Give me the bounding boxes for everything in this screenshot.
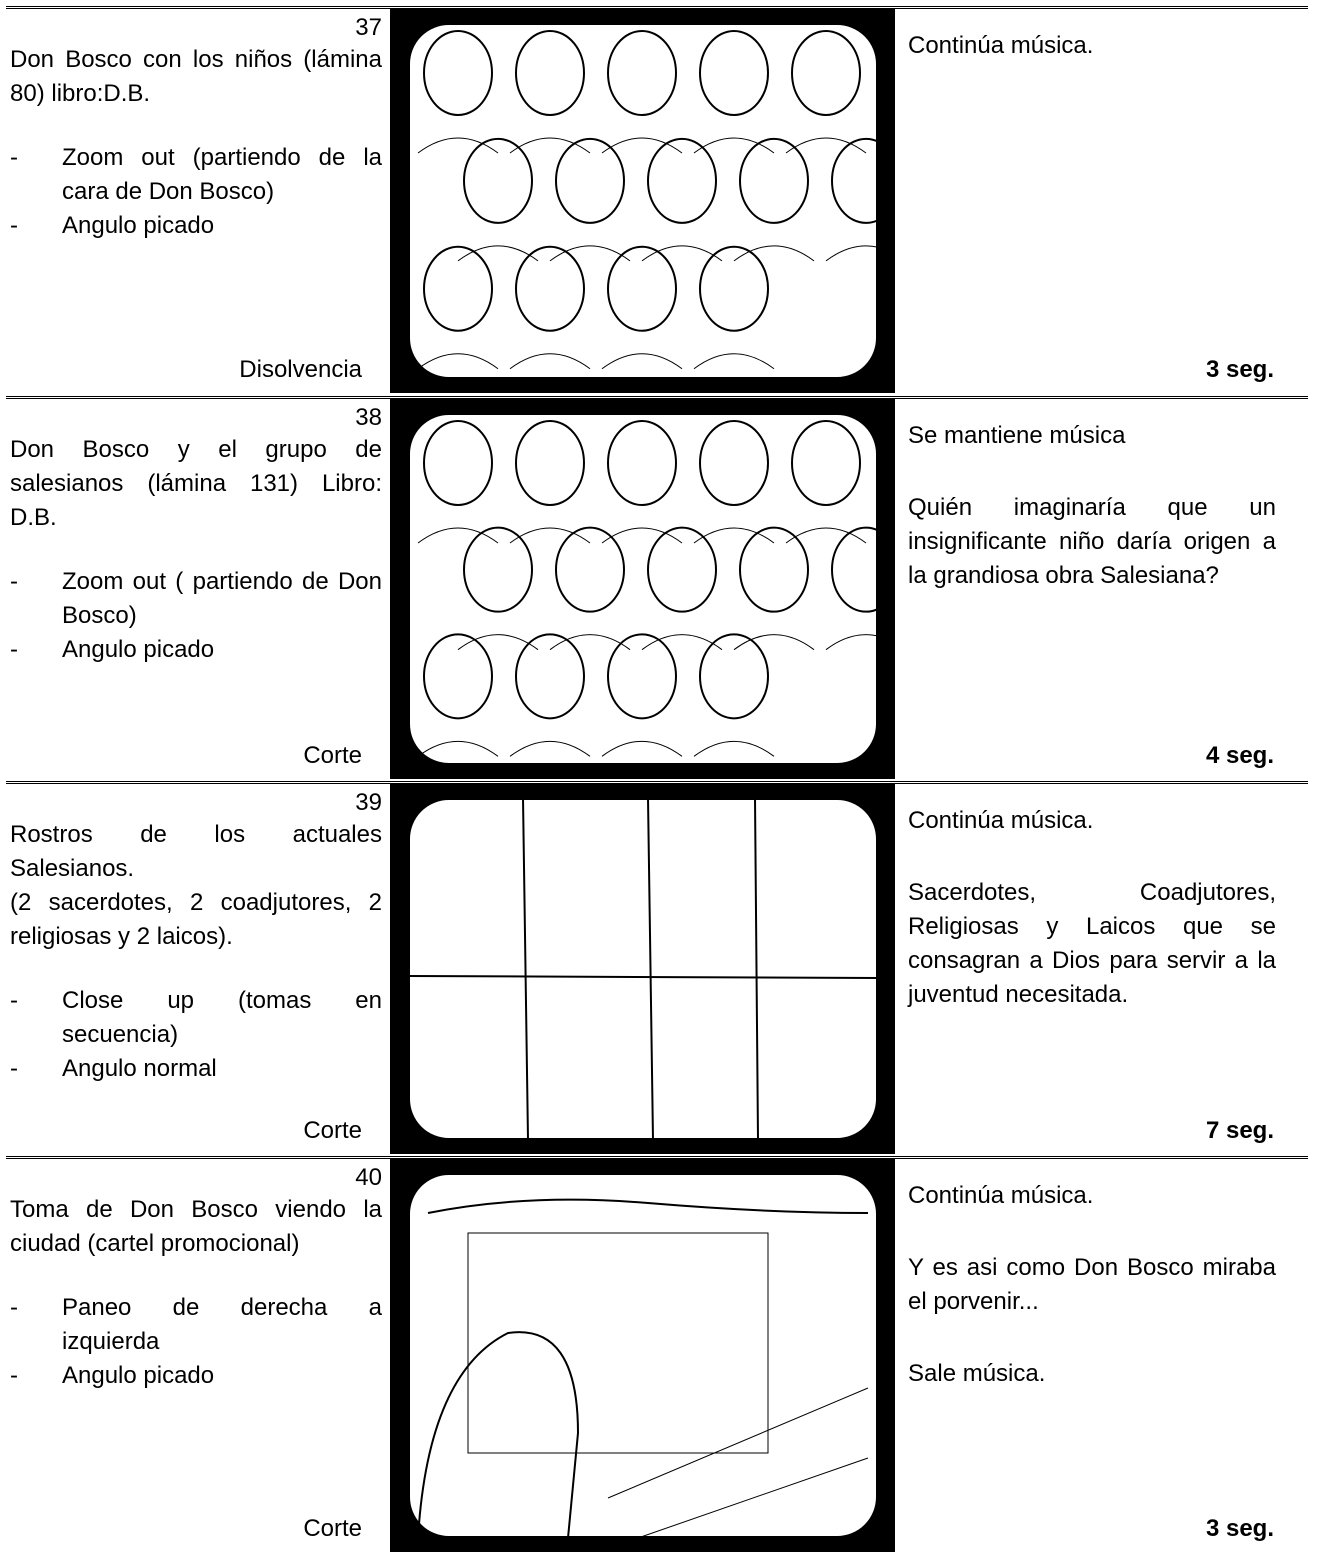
audio-text: Y es asi como Don Bosco miraba el porven… [908, 1254, 1276, 1315]
direction: Zoom out (partiendo de la cara de Don Bo… [10, 141, 382, 209]
audio-text: Se mantiene música [908, 422, 1126, 449]
storyboard-row: 38 Don Bosco y el grupo de salesianos (lá… [6, 396, 1308, 779]
shot-description: 37 Don Bosco con los niños (lámina 80) li… [10, 13, 382, 393]
storyboard-row: 39 Rostros de los actuales Salesianos. (2 … [6, 781, 1308, 1154]
shot-description: 38 Don Bosco y el grupo de salesianos (lá… [10, 403, 382, 779]
description: (2 sacerdotes, 2 coadjutores, 2 religios… [10, 889, 382, 950]
frame-strip [390, 9, 895, 393]
storyboard-row: 40 Toma de Don Bosco viendo la ciudad (ca… [6, 1156, 1308, 1552]
audio-text: Quién imaginaría que un insignificante n… [908, 494, 1276, 589]
audio: Continúa música. 3 seg. [898, 29, 1286, 393]
shot-number: 39 [355, 789, 382, 816]
description: Don Bosco y el grupo de salesianos (lámi… [10, 436, 382, 531]
direction: Angulo picado [10, 1359, 382, 1393]
audio-text: Sacerdotes, Coadjutores, Religiosas y La… [908, 879, 1276, 1008]
transition: Corte [303, 1117, 362, 1144]
direction: Angulo normal [10, 1052, 382, 1086]
shot-number: 40 [355, 1164, 382, 1191]
sketch [408, 413, 878, 765]
audio-text: Continúa música. [908, 1182, 1094, 1209]
camera-directions: Zoom out ( partiendo de Don Bosco)Angulo… [10, 565, 382, 667]
duration: 4 seg. [1205, 742, 1274, 769]
direction: Angulo picado [10, 633, 382, 667]
camera-directions: Zoom out (partiendo de la cara de Don Bo… [10, 141, 382, 243]
frame-strip [390, 1159, 895, 1552]
audio-text: Sale música. [908, 1360, 1046, 1387]
audio: Continúa música. Y es asi como Don Bosco … [898, 1179, 1286, 1552]
frame-strip [390, 784, 895, 1154]
sketch [408, 1173, 878, 1538]
shot-number: 37 [355, 14, 382, 41]
storyboard-row: 37 Don Bosco con los niños (lámina 80) li… [6, 6, 1308, 393]
transition: Corte [303, 1515, 362, 1542]
description: Rostros de los actuales Salesianos. [10, 821, 382, 882]
direction: Zoom out ( partiendo de Don Bosco) [10, 565, 382, 633]
shot-description: 40 Toma de Don Bosco viendo la ciudad (ca… [10, 1163, 382, 1552]
camera-directions: Close up (tomas en secuencia)Angulo norm… [10, 984, 382, 1086]
description: Don Bosco con los niños (lámina 80) libr… [10, 46, 382, 107]
audio-text: Continúa música. [908, 32, 1094, 59]
direction: Angulo picado [10, 209, 382, 243]
audio: Continúa música. Sacerdotes, Coadjutores,… [898, 804, 1286, 1154]
sketch [408, 798, 878, 1140]
sketch [408, 23, 878, 379]
transition: Corte [303, 742, 362, 769]
transition: Disolvencia [239, 356, 362, 383]
direction: Paneo de derecha a izquierda [10, 1291, 382, 1359]
duration: 7 seg. [1205, 1117, 1274, 1144]
duration: 3 seg. [1205, 356, 1274, 383]
description: Toma de Don Bosco viendo la ciudad (cart… [10, 1196, 382, 1257]
frame-strip [390, 399, 895, 779]
shot-number: 38 [355, 404, 382, 431]
audio-text: Continúa música. [908, 807, 1094, 834]
camera-directions: Paneo de derecha a izquierdaAngulo picad… [10, 1291, 382, 1393]
direction: Close up (tomas en secuencia) [10, 984, 382, 1052]
duration: 3 seg. [1205, 1515, 1274, 1542]
shot-description: 39 Rostros de los actuales Salesianos. (2 … [10, 788, 382, 1154]
audio: Se mantiene música Quién imaginaría que u… [898, 419, 1286, 779]
